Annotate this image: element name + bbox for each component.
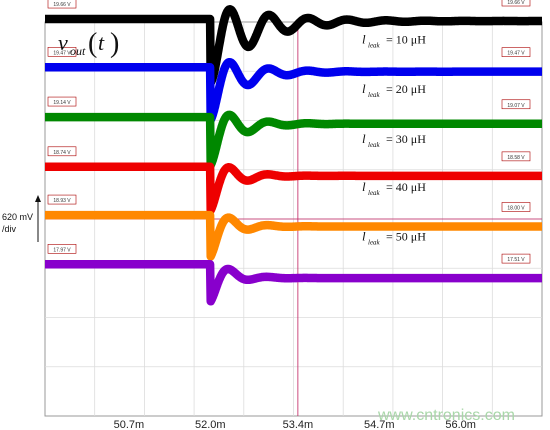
right-badge: 17.51 V	[501, 253, 531, 264]
series-label-var: l	[362, 31, 366, 46]
left-badge-text: 17.97 V	[53, 247, 71, 253]
series-label-sub: leak	[368, 141, 381, 149]
title-var: v	[58, 30, 68, 55]
series-label-2: l leak = 10 μH	[362, 31, 426, 49]
series-label-5: l leak = 40 μH	[362, 179, 426, 197]
series-label-var: l	[362, 228, 366, 243]
x-tick-label: 56.0m	[445, 419, 476, 430]
series-label-var: l	[362, 131, 366, 146]
badges: 19.66 V 19.66 V 19.47 V 19.47 V 19.14 V 19.07…	[47, 0, 531, 264]
left-badge: 17.97 V	[47, 244, 77, 254]
right-badge: 18.58 V	[501, 151, 531, 162]
series-label-value: = 40 μH	[386, 180, 426, 194]
series-label-sub: leak	[368, 0, 381, 1]
series-label-4: l leak = 30 μH	[362, 131, 426, 149]
series-label-sub: leak	[368, 91, 381, 99]
trace-1	[41, 5, 546, 87]
scale-unit: /div	[2, 224, 17, 234]
right-badge-text: 19.66 V	[507, 0, 525, 6]
trace-3	[41, 110, 546, 170]
left-badge-text: 19.14 V	[53, 100, 71, 106]
right-badge-text: 18.00 V	[507, 205, 525, 211]
traces	[41, 5, 546, 306]
watermark: www.cntronics.com	[377, 407, 515, 424]
right-badge: 19.47 V	[501, 47, 531, 57]
left-badge: 19.14 V	[47, 96, 77, 107]
left-badge-text: 18.93 V	[53, 198, 71, 204]
trace-5	[41, 210, 546, 261]
title-open-paren: (	[88, 28, 97, 59]
series-label-var: l	[362, 179, 366, 194]
left-badge: 19.66 V	[47, 0, 77, 9]
right-badge-text: 18.58 V	[507, 155, 525, 161]
title-sub: out	[70, 44, 86, 58]
x-tick-label: 53.4m	[283, 419, 314, 430]
right-badge-text: 19.07 V	[507, 103, 525, 109]
scale-arrow-head	[35, 195, 41, 202]
series-label-value: = 10 μH	[386, 32, 426, 46]
right-badge-text: 17.51 V	[507, 257, 525, 263]
series-label-sub: leak	[368, 238, 381, 246]
x-axis-ticks: 50.7m 52.0m 53.4m 54.7m 56.0m	[114, 419, 476, 430]
series-label-value: = 50 μH	[386, 229, 426, 243]
right-badge: 19.66 V	[501, 0, 531, 7]
left-badge-text: 18.74 V	[53, 150, 71, 156]
left-badge: 18.93 V	[47, 194, 77, 205]
left-badge-text: 19.47 V	[53, 50, 71, 56]
right-badge: 19.07 V	[501, 99, 531, 110]
series-label-3: l leak = 20 μH	[362, 81, 426, 99]
series-label-6: l leak = 50 μH	[362, 228, 426, 246]
scale-value: 620 mV	[2, 212, 33, 222]
trace-4	[41, 162, 546, 215]
trace-2	[41, 57, 546, 125]
x-tick-label: 54.7m	[364, 419, 395, 430]
series-label-var: l	[362, 81, 366, 96]
left-badge: 19.47 V	[47, 47, 77, 57]
title-arg: t	[98, 30, 105, 55]
trace-6	[41, 260, 546, 306]
x-tick-label: 52.0m	[195, 419, 226, 430]
right-badge-text: 19.47 V	[507, 51, 525, 57]
chart-title: v out ( t )	[58, 28, 119, 59]
scale-indicator: 620 mV /div	[2, 195, 41, 242]
left-badge-text: 19.66 V	[53, 2, 71, 8]
left-badge: 18.74 V	[47, 146, 77, 157]
series-label-value: = 30 μH	[386, 132, 426, 146]
right-badge: 18.00 V	[501, 202, 531, 212]
title-close-paren: )	[110, 28, 119, 59]
series-label-sub: leak	[368, 41, 381, 49]
series-label-value: = 20 μH	[386, 82, 426, 96]
series-label-sub: leak	[368, 189, 381, 197]
x-tick-label: 50.7m	[114, 419, 145, 430]
